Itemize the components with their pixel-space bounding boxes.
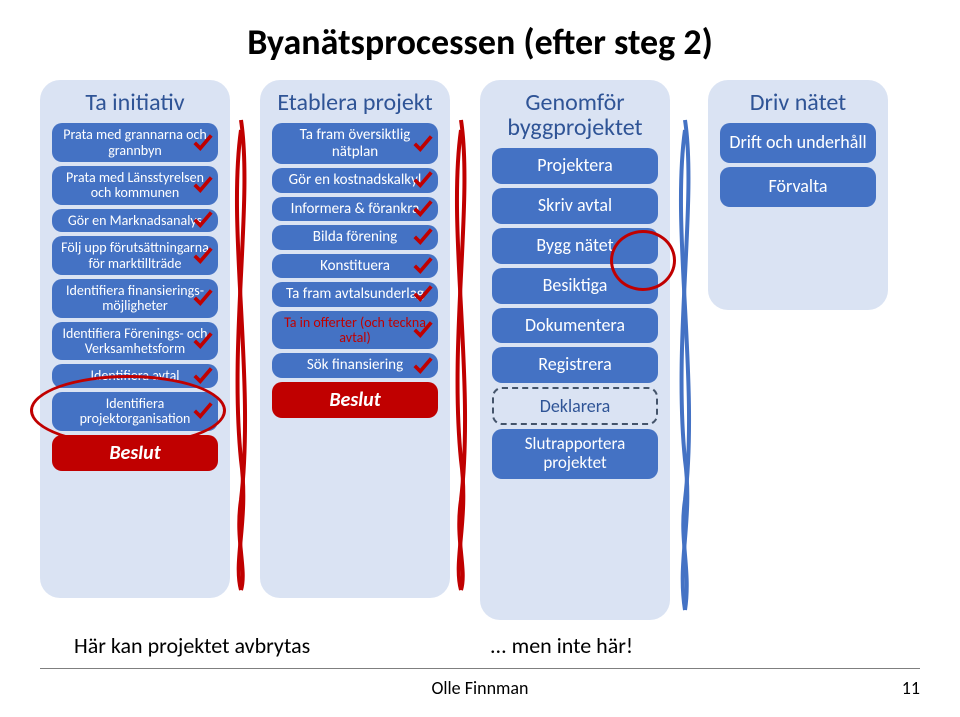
step-item: Bygg nätet: [492, 228, 658, 264]
check-icon: [192, 364, 214, 386]
step-item: Projektera: [492, 148, 658, 184]
item-label: Konstituera: [320, 257, 390, 275]
step-item: Besiktiga: [492, 268, 658, 304]
dashed-item: Deklarera: [492, 387, 658, 425]
step-item: Identifiera projektorganisation: [52, 392, 218, 431]
check-icon: [412, 388, 434, 410]
check-icon: [412, 254, 434, 276]
decision: Beslut: [272, 382, 438, 418]
footer-divider: [40, 668, 920, 669]
decision: Beslut: [52, 435, 218, 471]
step-item: Ta in offerter (och teckna avtal): [272, 311, 438, 350]
col-header: Etablera projekt: [268, 90, 442, 115]
note-right: ... men inte här!: [490, 632, 633, 659]
item-label: Ta fram översiktlig nätplan: [300, 126, 411, 161]
item-label: Skriv avtal: [538, 194, 612, 216]
step-item: Registrera: [492, 347, 658, 383]
item-label: Gör en kostnadskalkyl: [289, 171, 422, 189]
col-ta-initiativ: Ta initiativ Prata med grannarna och gra…: [40, 80, 230, 598]
step-item: Gör en kostnadskalkyl: [272, 168, 438, 193]
step-item: Slutrapportera projektet: [492, 429, 658, 478]
item-label: Ta in offerter (och teckna avtal): [284, 314, 426, 346]
decision-label: Beslut: [109, 441, 160, 465]
item-label: Bygg nätet: [536, 234, 613, 256]
step-item: Identifiera finansierings- möjligheter: [52, 279, 218, 318]
footer-author: Olle Finnman: [0, 677, 960, 699]
step-item: Ta fram översiktlig nätplan: [272, 123, 438, 164]
connector-1: [231, 80, 251, 620]
check-icon: [412, 132, 434, 154]
col-etablera-projekt: Etablera projekt Ta fram översiktlig nät…: [260, 80, 450, 598]
item-label: Identifiera projektorganisation: [80, 395, 191, 427]
check-icon: [192, 441, 214, 463]
step-item: Prata med grannarna och grannbyn: [52, 123, 218, 162]
step-item: Identifiera avtal: [52, 364, 218, 387]
item-label: Sök finansiering: [307, 356, 403, 374]
item-label: Projektera: [537, 154, 612, 176]
step-item: Informera & förankra: [272, 197, 438, 222]
diagram-stage: Ta initiativ Prata med grannarna och gra…: [0, 80, 960, 640]
footer-page-number: 11: [902, 677, 920, 699]
decision-label: Beslut: [329, 388, 380, 412]
connector-2: [451, 80, 471, 620]
step-item: Drift och underhåll: [720, 123, 876, 163]
step-item: Identifiera Förenings- och Verksamhetsfo…: [52, 322, 218, 361]
step-item: Gör en Marknadsanalys: [52, 209, 218, 232]
step-item: Skriv avtal: [492, 188, 658, 224]
item-label: Identifiera Förenings- och Verksamhetsfo…: [62, 325, 207, 357]
item-label: Registrera: [538, 353, 611, 375]
step-item: Konstituera: [272, 254, 438, 279]
item-label: Ta fram avtalsunderlag: [286, 285, 424, 303]
step-item: Bilda förening: [272, 225, 438, 250]
item-label: Prata med grannarna och grannbyn: [63, 126, 207, 158]
item-label: Besiktiga: [543, 274, 608, 296]
col-header: Ta initiativ: [48, 90, 222, 115]
item-label: Identifiera finansierings- möjligheter: [66, 282, 204, 314]
note-left: Här kan projektet avbrytas: [74, 632, 310, 659]
item-label: Följ upp förutsättningarna för marktillt…: [61, 239, 209, 271]
item-label: Förvalta: [768, 175, 827, 197]
item-label: Bilda förening: [313, 228, 397, 246]
item-label: Slutrapportera projektet: [525, 433, 626, 473]
check-icon: [192, 399, 214, 421]
item-label: Dokumentera: [525, 314, 625, 336]
col-genomfor: Genomför byggprojektet Projektera Skriv …: [480, 80, 670, 620]
col-driv-natet: Driv nätet Drift och underhåll Förvalta: [708, 80, 888, 310]
step-item: Sök finansiering: [272, 353, 438, 378]
item-label: Informera & förankra: [291, 200, 420, 218]
item-label: Deklarera: [540, 395, 611, 417]
step-item: Ta fram avtalsunderlag: [272, 282, 438, 307]
col-header: Genomför byggprojektet: [488, 90, 662, 140]
step-item: Prata med Länsstyrelsen och kommunen: [52, 166, 218, 205]
item-label: Prata med Länsstyrelsen och kommunen: [66, 169, 204, 201]
step-item: Följ upp förutsättningarna för marktillt…: [52, 236, 218, 275]
check-icon: [412, 354, 434, 376]
step-item: Dokumentera: [492, 308, 658, 344]
slide-title: Byanätsprocessen (efter steg 2): [0, 20, 960, 64]
step-item: Förvalta: [720, 167, 876, 207]
item-label: Identifiera avtal: [90, 367, 179, 384]
col-header: Driv nätet: [716, 90, 880, 115]
connector-3: [675, 80, 695, 620]
check-icon: [412, 225, 434, 247]
item-label: Gör en Marknadsanalys: [68, 212, 202, 229]
item-label: Drift och underhåll: [729, 131, 866, 153]
